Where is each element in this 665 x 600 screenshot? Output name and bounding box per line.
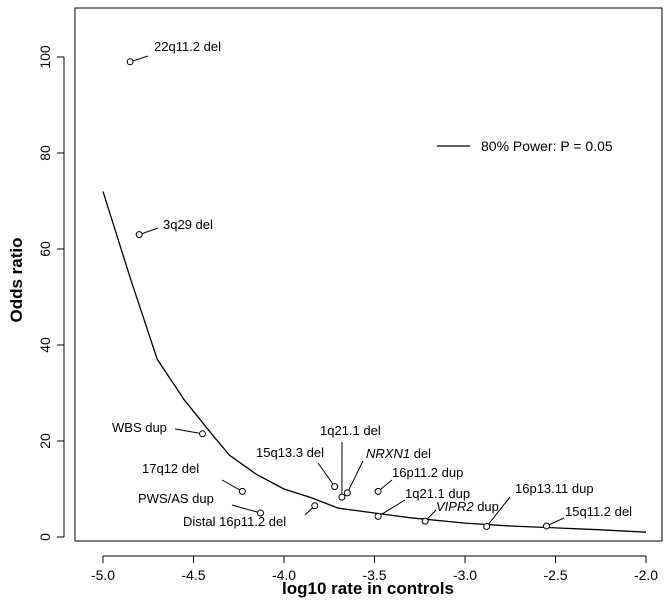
data-point-group: 15q13.3 del	[256, 445, 339, 491]
point-label: PWS/AS dup	[138, 491, 214, 506]
data-point	[135, 231, 143, 239]
point-leader-line	[231, 504, 261, 514]
data-point-group: 1q21.1 dup	[374, 486, 470, 520]
y-tick-label: 100	[37, 45, 53, 69]
data-point	[311, 502, 319, 510]
point-label: 16p11.2 dup	[392, 465, 463, 480]
data-point	[374, 512, 382, 520]
y-axis: 0 20 40 60 80 100	[37, 45, 65, 541]
point-label: 22q11.2 del	[154, 39, 221, 54]
data-point-group: WBS dup	[112, 420, 207, 438]
data-point	[374, 487, 382, 495]
data-point-group: 17q12 del	[142, 461, 246, 495]
data-point-group: NRXN1 del	[343, 446, 431, 497]
point-label: 16p13.11 dup	[515, 481, 594, 496]
x-tick-label: -4.5	[181, 567, 205, 583]
data-point	[338, 493, 346, 501]
y-tick-label: 80	[37, 145, 53, 161]
power-curve-line	[102, 191, 647, 533]
y-tick-label: 20	[37, 433, 53, 449]
point-label-gene: NRXN1	[366, 446, 410, 461]
data-point	[421, 517, 429, 525]
data-points: 22q11.2 del 3q29 del WBS dup 17q12 del PWS/A…	[112, 39, 632, 530]
x-tick-label: -5.0	[91, 567, 115, 583]
x-axis: -5.0 -4.5 -4.0 -3.5 -3.0 -2.5 -2.0	[91, 555, 658, 583]
data-point-group: 1q21.1 del	[320, 423, 381, 501]
point-label: WBS dup	[112, 420, 167, 435]
x-tick-label: -2.0	[634, 567, 658, 583]
data-point-group: 3q29 del	[135, 217, 213, 239]
point-label: 1q21.1 dup	[405, 486, 470, 501]
x-tick-label: -2.5	[543, 567, 567, 583]
point-leader-line	[221, 479, 243, 492]
point-label: 15q13.3 del	[256, 445, 324, 460]
point-leader-line	[486, 496, 511, 527]
y-tick-label: 60	[37, 241, 53, 257]
x-tick-label: -3.0	[453, 567, 477, 583]
point-label-suffix: dup	[474, 499, 499, 514]
data-point	[343, 489, 351, 497]
point-leader-line	[174, 428, 203, 435]
data-point-group: Distal 16p11.2 del	[183, 502, 319, 529]
data-point-group: 15q11.2 del	[542, 504, 632, 530]
data-point	[126, 58, 134, 66]
data-point-group: 16p13.11 dup	[483, 481, 594, 530]
point-label-gene: VIPR2	[436, 499, 474, 514]
data-point	[483, 522, 491, 530]
data-point-group: PWS/AS dup	[138, 491, 264, 517]
data-point-group: 22q11.2 del	[126, 39, 221, 66]
point-label: 17q12 del	[142, 461, 199, 476]
y-tick-label: 40	[37, 337, 53, 353]
point-leader-line	[317, 462, 336, 487]
point-label: 15q11.2 del	[565, 504, 632, 519]
legend-entry-label: 80% Power: P = 0.05	[481, 138, 613, 154]
x-tick-label: -4.0	[272, 567, 296, 583]
point-leader-line	[377, 499, 406, 517]
legend: 80% Power: P = 0.05	[437, 138, 613, 154]
data-point	[542, 522, 550, 530]
data-point	[331, 483, 339, 491]
point-label: NRXN1 del	[366, 446, 431, 461]
point-label: 3q29 del	[163, 217, 213, 232]
point-leader-line	[346, 460, 364, 494]
x-tick-label: -3.5	[362, 567, 386, 583]
point-label: Distal 16p11.2 del	[183, 514, 286, 529]
plot-frame	[74, 7, 663, 542]
data-point	[256, 509, 264, 517]
point-label: VIPR2 dup	[436, 499, 499, 514]
y-tick-label: 0	[37, 533, 53, 541]
y-axis-title: Odds ratio	[7, 237, 26, 322]
data-point	[199, 430, 207, 438]
point-label: 1q21.1 del	[320, 423, 381, 438]
x-axis-title: log10 rate in controls	[282, 579, 454, 598]
data-point-group: VIPR2 dup	[421, 499, 499, 525]
data-point-group: 16p11.2 dup	[374, 465, 463, 495]
data-point	[238, 487, 246, 495]
point-label-suffix: del	[410, 446, 431, 461]
